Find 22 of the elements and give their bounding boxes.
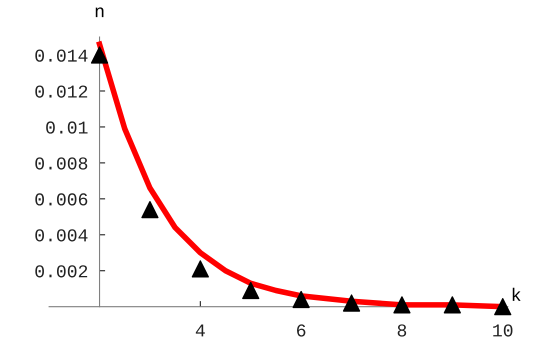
y-tick-label: 0.008: [35, 157, 88, 170]
point: [342, 294, 360, 312]
point: [393, 296, 411, 314]
y-axis-title: n: [96, 7, 104, 18]
y-tick-label: 0.014: [35, 50, 88, 62]
point: [242, 282, 260, 300]
point: [494, 298, 512, 316]
x-axis-title: k: [512, 288, 521, 301]
point: [292, 290, 310, 308]
point: [192, 260, 209, 278]
y-tick-label: 0.006: [35, 193, 88, 206]
y-tick-label: 0.012: [35, 85, 88, 98]
y-tick-label: 0.01: [46, 121, 88, 134]
point: [141, 201, 159, 218]
x-tick-label: 10: [493, 324, 512, 337]
x-tick-label: 6: [297, 324, 306, 337]
x-tick-label: 8: [398, 324, 406, 337]
point: [444, 296, 461, 314]
y-tick-label: 0.002: [35, 265, 88, 278]
x-tick-label: 4: [196, 324, 205, 336]
point: [90, 46, 108, 64]
y-tick-label: 0.004: [35, 229, 88, 242]
